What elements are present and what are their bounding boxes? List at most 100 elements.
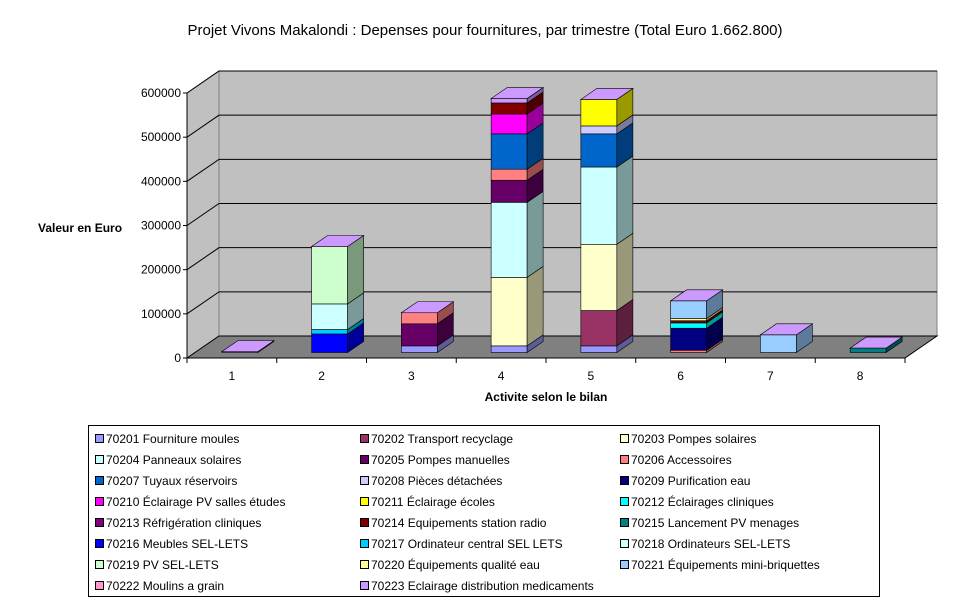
bar-stack-5 (579, 87, 634, 354)
bar-segment (311, 322, 364, 354)
y-tick-label: 500000 (141, 130, 181, 144)
y-tick-label: 0 (174, 351, 181, 365)
legend-swatch (620, 560, 629, 569)
legend-label: 70217 Ordinateur central SEL LETS (371, 537, 563, 551)
bar-stack-6 (669, 289, 724, 354)
legend: 70201 Fourniture moules 70202 Transport r… (88, 425, 880, 597)
bars (220, 86, 904, 354)
plot-area (185, 70, 939, 359)
y-axis-title: Valeur en Euro (38, 221, 122, 235)
bar-segment (580, 122, 634, 168)
gridline (186, 114, 937, 138)
bar-top (490, 87, 545, 99)
gridline (186, 203, 937, 226)
legend-label: 70203 Pompes solaires (631, 432, 757, 446)
bar-top (579, 88, 634, 100)
bar-top (669, 289, 724, 302)
legend-swatch (620, 476, 629, 485)
legend-swatch (620, 518, 629, 527)
y-tick-label: 600000 (141, 86, 181, 100)
gridlines (186, 70, 937, 315)
gridline (186, 247, 937, 271)
legend-swatch (620, 455, 629, 464)
bar-top (849, 336, 904, 349)
legend-label: 70206 Accessoires (631, 453, 732, 467)
bar-segment (490, 265, 544, 347)
gridline (186, 70, 937, 94)
stacked-bar-chart: 0 100000 200000 300000 400000 500000 600000 1 2 3… (38, 70, 939, 404)
legend-swatch (620, 434, 629, 443)
axes: 0 100000 200000 300000 400000 500000 600000 1 2 3… (141, 86, 906, 383)
x-tick-label: 4 (498, 369, 505, 383)
legend-label: 70220 Équipements qualité eau (371, 558, 540, 572)
x-tick-label: 5 (588, 369, 595, 383)
bar-stack-1 (220, 340, 275, 354)
legend-swatch (360, 434, 369, 443)
bar-segment (580, 155, 634, 245)
bar-stack-2 (310, 234, 365, 354)
legend-swatch (95, 476, 104, 485)
x-tick-label: 6 (677, 369, 684, 383)
legend-swatch (360, 581, 369, 590)
legend-label: 70218 Ordinateurs SEL-LETS (631, 537, 791, 551)
bar-stack-3 (400, 301, 455, 354)
y-tick-label: 100000 (141, 307, 181, 321)
legend-swatch (360, 476, 369, 485)
legend-swatch (360, 518, 369, 527)
legend-swatch (95, 518, 104, 527)
chart-title: Projet Vivons Makalondi : Depenses pour … (187, 22, 783, 39)
legend-swatch (95, 434, 104, 443)
legend-label: 70211 Éclairage écoles (371, 495, 495, 509)
legend-label: 70213 Réfrigération cliniques (106, 516, 262, 530)
legend-swatch (360, 539, 369, 548)
legend-swatch (95, 497, 104, 506)
floor (185, 335, 939, 359)
bar-top (400, 301, 455, 314)
legend-label: 70222 Moulins a grain (106, 579, 225, 593)
legend-swatch (95, 539, 104, 548)
legend-swatch (95, 560, 104, 569)
bar-segment (490, 102, 544, 135)
x-tick-label: 2 (318, 369, 325, 383)
legend-label: 70215 Lancement PV menages (631, 516, 800, 530)
legend-swatch (620, 539, 629, 548)
legend-label: 70221 Équipements mini-briquettes (631, 558, 820, 572)
bar-stack-4 (490, 86, 545, 354)
legend-label: 70207 Tuyaux réservoirs (106, 474, 238, 488)
x-tick-label: 1 (229, 369, 236, 383)
bar-segment (311, 234, 364, 305)
x-tick-label: 7 (767, 369, 774, 383)
bar-stack-7 (759, 323, 814, 354)
legend-swatch (95, 455, 104, 464)
legend-label: 70208 Pièces détachées (371, 474, 503, 488)
y-tick-label: 400000 (141, 174, 181, 188)
legend-swatch (360, 455, 369, 464)
legend-swatch (360, 497, 369, 506)
legend-label: 70214 Equipements station radio (371, 516, 547, 530)
x-axis-title: Activite selon le bilan (485, 390, 608, 404)
bar-segment (580, 232, 634, 312)
x-tick-label: 3 (408, 369, 415, 383)
legend-label: 70204 Panneaux solaires (106, 453, 242, 467)
gridline (186, 158, 937, 182)
bar-top (759, 323, 814, 336)
x-tick-label: 8 (857, 369, 864, 383)
bar-segment (760, 323, 813, 354)
legend-swatch (360, 560, 369, 569)
legend-label: 70209 Purification eau (631, 474, 751, 488)
legend-label: 70205 Pompes manuelles (371, 453, 510, 467)
legend-label: 70219 PV SEL-LETS (106, 558, 219, 572)
bar-segment (490, 190, 544, 278)
bar-stack-8 (849, 336, 904, 354)
legend-label: 70201 Fourniture moules (106, 432, 240, 446)
legend-label: 70216 Meubles SEL-LETS (106, 537, 249, 551)
y-tick-label: 200000 (141, 263, 181, 277)
legend-swatch (620, 497, 629, 506)
bar-top (220, 340, 275, 352)
y-tick-label: 300000 (141, 219, 181, 233)
bar-segment (490, 122, 544, 170)
legend-label: 70223 Eclairage distribution medicaments (371, 579, 594, 593)
bar-segment (311, 292, 364, 331)
legend-label: 70202 Transport recyclage (371, 432, 514, 446)
legend-label: 70210 Éclairage PV salles études (106, 495, 286, 509)
